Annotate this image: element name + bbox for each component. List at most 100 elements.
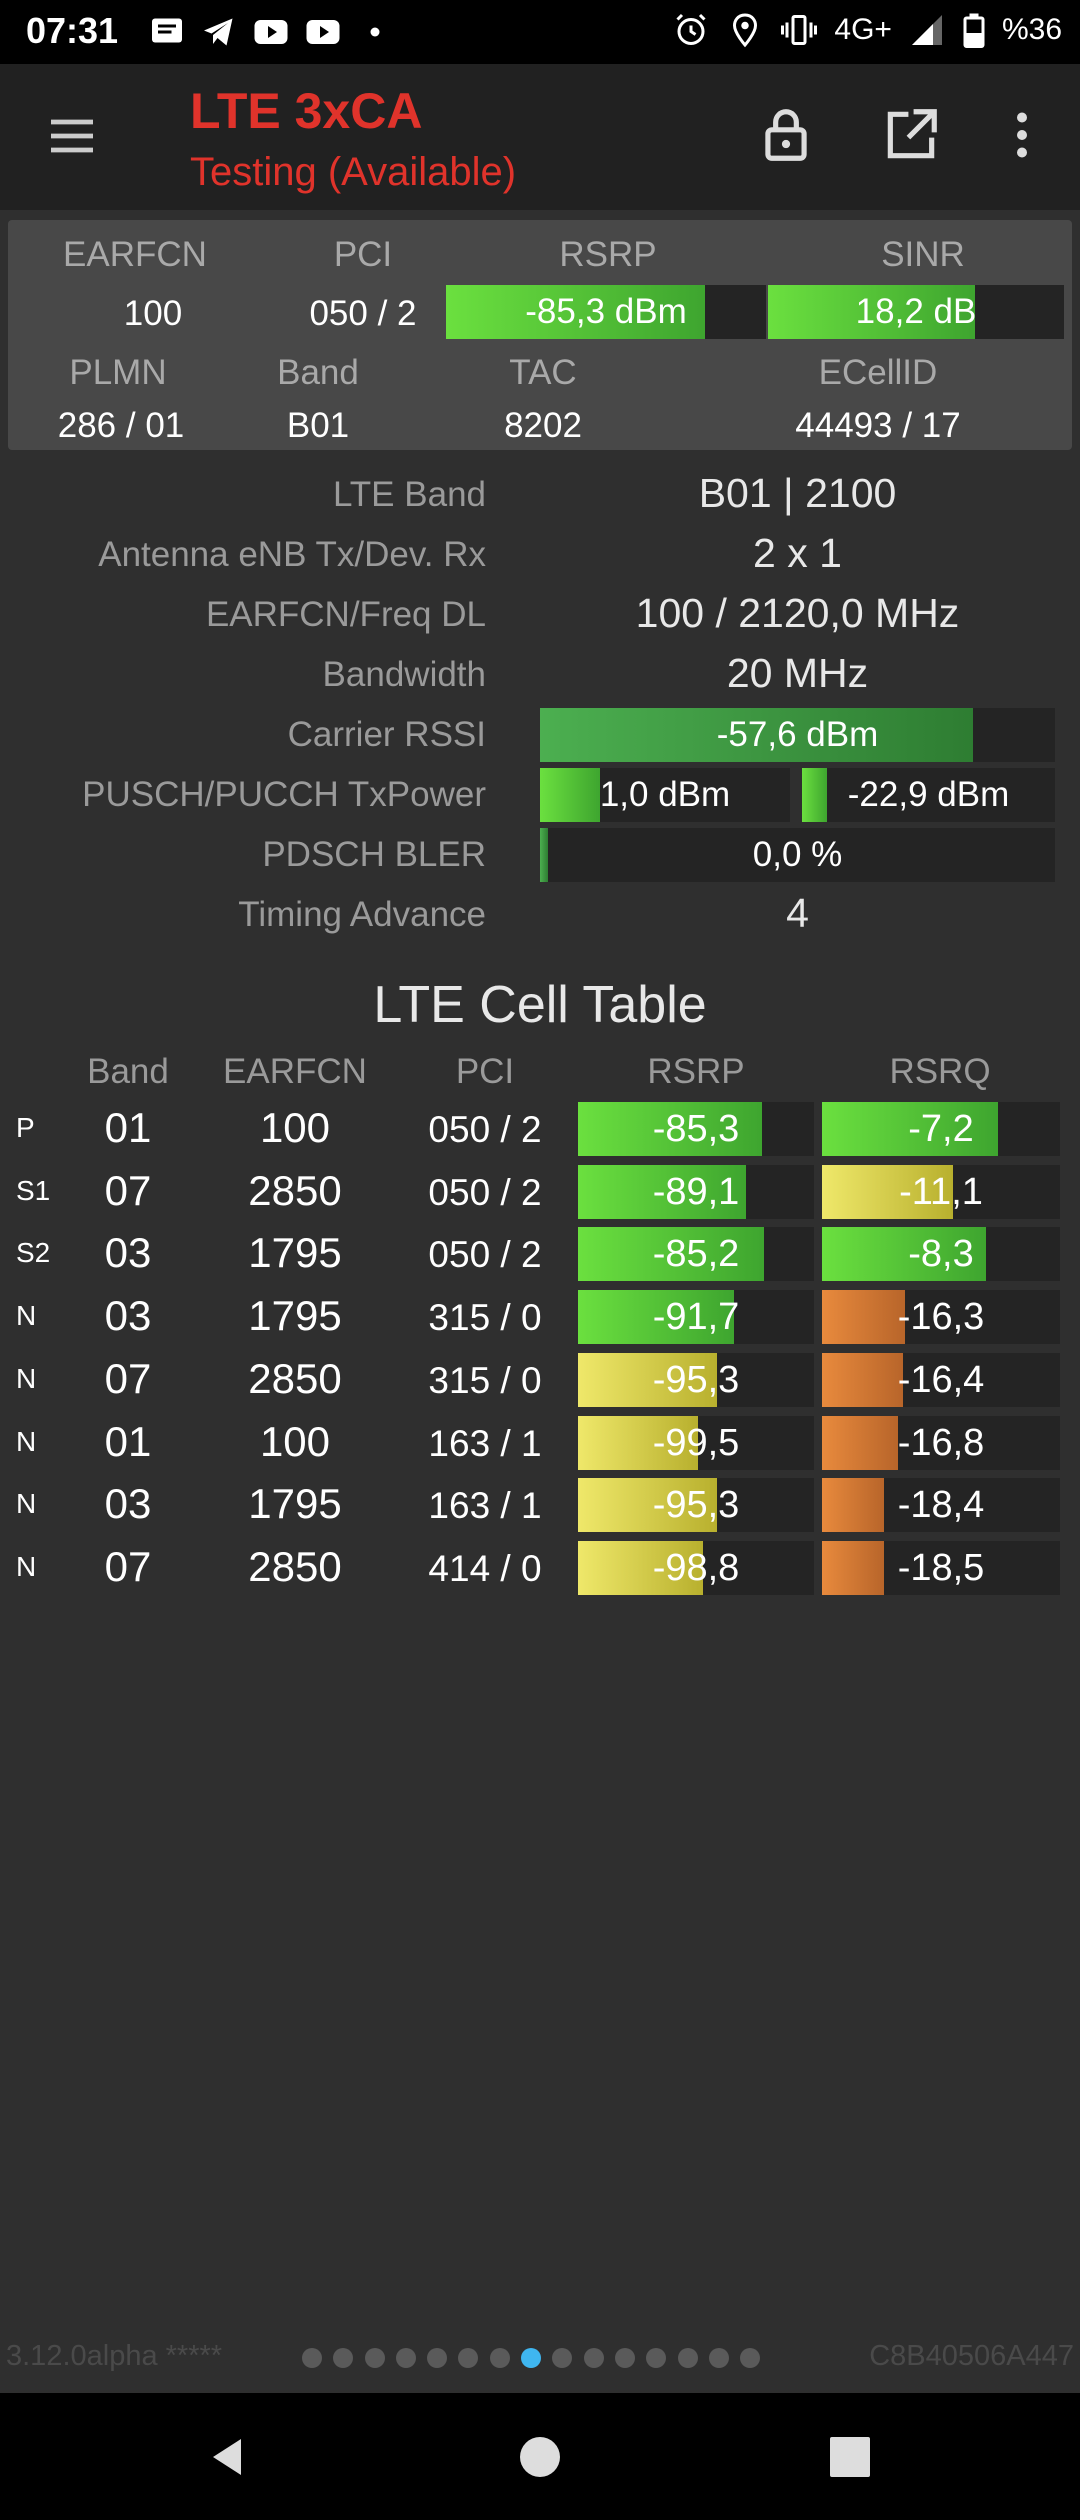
sinr-label: SINR	[881, 235, 965, 274]
table-row: P 01 100 050 / 2 -85,3 -7,2	[0, 1100, 1080, 1160]
page-dot[interactable]	[521, 2348, 542, 2368]
rssi-value: -57,6 dBm	[716, 715, 879, 754]
cell-type: N	[16, 1488, 37, 1520]
status-time: 07:31	[26, 10, 119, 51]
page-dot[interactable]	[583, 2348, 604, 2368]
page-dot[interactable]	[614, 2348, 635, 2368]
tac-value: 8202	[504, 406, 582, 445]
cell-band: 07	[104, 1354, 152, 1402]
cell-pci: 050 / 2	[428, 1109, 542, 1150]
page-indicator[interactable]	[302, 2348, 761, 2368]
cell-rsrq-value: -7,2	[908, 1108, 974, 1150]
cell-rsrq-value: -18,4	[897, 1484, 985, 1527]
plmn-label: PLMN	[69, 353, 167, 392]
pucch-bar: -22,9 dBm	[802, 768, 1055, 822]
cell-rsrp-bar: -89,1	[578, 1164, 814, 1219]
open-external-icon[interactable]	[880, 104, 942, 166]
tac-label: TAC	[509, 353, 577, 392]
home-icon[interactable]	[516, 2433, 564, 2481]
ta-value: 4	[786, 890, 809, 936]
cell-band: 03	[104, 1229, 152, 1277]
cell-rsrq-fill	[822, 1352, 903, 1407]
cell-rsrq-value: -8,3	[908, 1233, 974, 1276]
page-dot[interactable]	[458, 2348, 479, 2368]
cell-rsrp-value: -85,2	[652, 1233, 740, 1276]
page-dot[interactable]	[740, 2348, 761, 2368]
app-subtitle: Testing (Available)	[190, 150, 517, 194]
table-row: N 03 1795 163 / 1 -95,3 -18,4	[0, 1476, 1080, 1536]
cell-earfcn: 100	[259, 1417, 331, 1465]
table-row: S1 07 2850 050 / 2 -89,1 -11,1	[0, 1163, 1080, 1223]
pucch-value: -22,9 dBm	[847, 775, 1010, 814]
cell-rsrq-fill	[822, 1478, 884, 1533]
page-dot[interactable]	[708, 2348, 729, 2368]
page-dot[interactable]	[427, 2348, 448, 2368]
cell-rsrp-value: -95,3	[652, 1484, 740, 1527]
page-dot[interactable]	[395, 2348, 416, 2368]
cell-band: 01	[104, 1104, 152, 1151]
cell-rsrp-fill	[578, 1164, 746, 1219]
cell-rsrp-fill	[578, 1478, 718, 1533]
page-dot[interactable]	[302, 2348, 322, 2368]
cell-rsrp-value: -99,5	[652, 1421, 740, 1464]
lock-icon[interactable]	[755, 104, 817, 166]
battery-icon	[963, 13, 985, 48]
page-dot[interactable]	[364, 2348, 385, 2368]
cell-rsrp-bar: -95,3	[578, 1352, 814, 1407]
cell-rsrp-fill	[578, 1540, 704, 1595]
cell-earfcn: 1795	[248, 1292, 342, 1340]
system-nav-bar	[0, 2393, 1080, 2520]
cell-pci: 315 / 0	[428, 1297, 542, 1339]
cell-rsrp-value: -98,8	[652, 1546, 740, 1589]
back-icon[interactable]	[203, 2433, 251, 2481]
table-row: N 03 1795 315 / 0 -91,7 -16,3	[0, 1288, 1080, 1348]
cell-rsrp-bar: -91,7	[578, 1290, 814, 1345]
cell-rsrp-value: -91,7	[652, 1296, 740, 1339]
cell-band: 01	[104, 1417, 152, 1465]
table-row: N 07 2850 315 / 0 -95,3 -16,4	[0, 1351, 1080, 1411]
page-dot[interactable]	[646, 2348, 667, 2368]
page-dot[interactable]	[677, 2348, 698, 2368]
cell-rsrq-bar: -11,1	[822, 1164, 1060, 1219]
col-header-earfcn: EARFCN	[223, 1052, 367, 1091]
page-dot[interactable]	[333, 2348, 354, 2368]
bandwidth-value: 20 MHz	[726, 650, 869, 696]
cell-earfcn: 2850	[248, 1542, 342, 1590]
pusch-bar: 1,0 dBm	[540, 768, 790, 822]
cell-type: N	[16, 1300, 37, 1332]
col-header-rsrq: RSRQ	[889, 1052, 991, 1091]
ecellid-value: 44493 / 17	[795, 406, 961, 445]
alarm-icon	[676, 13, 706, 45]
location-icon	[733, 13, 758, 48]
cell-rsrq-bar: -7,2	[822, 1102, 1060, 1156]
dot-icon	[370, 27, 380, 37]
signal-icon	[911, 15, 942, 45]
cell-rsrq-bar: -16,8	[822, 1415, 1060, 1470]
cell-rsrp-value: -95,3	[652, 1358, 740, 1401]
cell-rsrp-fill	[578, 1352, 718, 1407]
app-version: 3.12.0alpha *****	[6, 2340, 223, 2372]
battery-percent: %36	[1001, 13, 1062, 46]
rssi-label: Carrier RSSI	[287, 715, 486, 754]
earfcn-label: EARFCN	[63, 235, 207, 274]
cell-type: N	[16, 1362, 37, 1394]
app-title: LTE 3xCA	[190, 83, 423, 139]
ecellid-label: ECellID	[818, 353, 938, 392]
youtube-icon	[306, 20, 340, 44]
cell-rsrq-value: -16,3	[897, 1296, 985, 1339]
footer: 3.12.0alpha ***** C8B40506A447	[0, 2340, 1080, 2380]
menu-icon[interactable]	[44, 108, 100, 164]
cell-type: S2	[16, 1237, 51, 1269]
page-dot[interactable]	[552, 2348, 573, 2368]
table-row: S2 03 1795 050 / 2 -85,2 -8,3	[0, 1225, 1080, 1285]
recents-icon[interactable]	[826, 2433, 874, 2481]
pucch-bar-fill	[802, 768, 828, 822]
page-dot[interactable]	[489, 2348, 510, 2368]
sinr-bar: 18,2 dB	[768, 285, 1064, 339]
pci-value: 050 / 2	[309, 294, 417, 333]
cell-rsrq-fill	[822, 1227, 987, 1282]
serving-cell-summary: EARFCN PCI RSRP SINR 100 050 / 2 -85,3 d…	[8, 220, 1072, 450]
more-vert-icon[interactable]	[992, 104, 1052, 166]
pusch-bar-fill	[540, 768, 600, 822]
sinr-bar-fill	[768, 285, 976, 339]
